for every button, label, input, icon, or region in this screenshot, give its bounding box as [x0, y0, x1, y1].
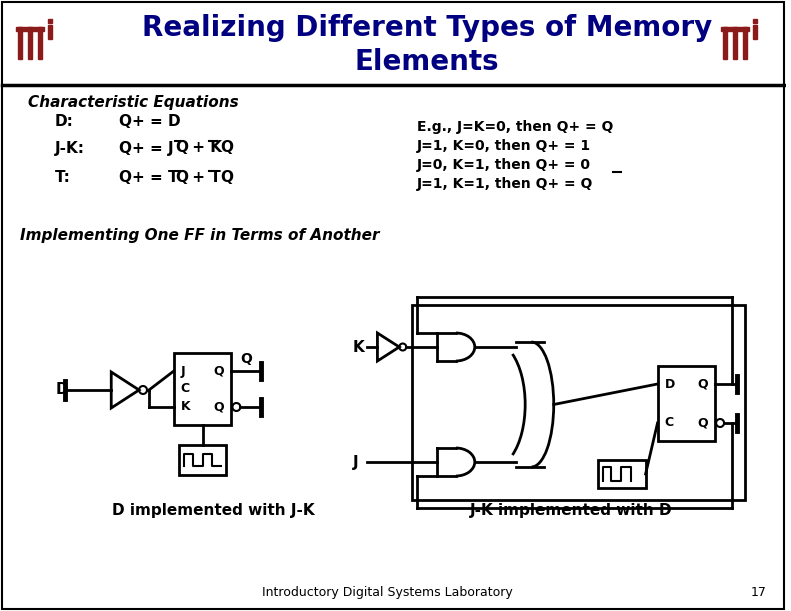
Text: T:: T:: [55, 170, 70, 186]
Text: Q: Q: [175, 141, 187, 156]
Bar: [47, 19, 51, 23]
Bar: [412, 305, 745, 500]
Text: Realizing Different Types of Memory: Realizing Different Types of Memory: [142, 14, 712, 42]
Bar: [733, 27, 737, 59]
Text: Q: Q: [175, 170, 187, 186]
Text: J-K implemented with D: J-K implemented with D: [470, 502, 672, 518]
Text: + K: + K: [187, 141, 221, 156]
Text: K: K: [181, 400, 191, 414]
Bar: [723, 27, 727, 59]
Text: Q+ = J: Q+ = J: [119, 141, 174, 156]
Text: Q: Q: [698, 417, 708, 430]
Text: C: C: [664, 417, 674, 430]
Text: Q+ = T: Q+ = T: [119, 170, 179, 186]
Bar: [753, 25, 757, 39]
Bar: [18, 27, 22, 59]
Text: Q: Q: [221, 170, 233, 186]
Text: J-K:: J-K:: [55, 141, 85, 156]
Text: C: C: [181, 382, 190, 395]
Bar: [743, 27, 747, 59]
Text: D: D: [55, 382, 68, 398]
Text: J: J: [353, 455, 358, 469]
Text: Elements: Elements: [355, 48, 499, 76]
Text: E.g., J=K=0, then Q+ = Q: E.g., J=K=0, then Q+ = Q: [417, 120, 614, 134]
Bar: [179, 445, 226, 475]
Text: J=1, K=1, then Q+ = Q: J=1, K=1, then Q+ = Q: [417, 177, 593, 191]
Text: K: K: [353, 340, 365, 354]
Bar: [16, 27, 44, 31]
Text: Q: Q: [214, 400, 225, 414]
Text: Q: Q: [214, 365, 225, 378]
Text: 17: 17: [751, 586, 766, 599]
Text: Q: Q: [240, 352, 252, 366]
Bar: [721, 27, 749, 31]
Text: + T: + T: [187, 170, 221, 186]
Bar: [28, 27, 32, 59]
Text: D implemented with J-K: D implemented with J-K: [112, 502, 315, 518]
Text: Q+ = D: Q+ = D: [119, 114, 181, 130]
Text: D: D: [664, 378, 675, 390]
Bar: [657, 366, 715, 441]
Text: Q: Q: [221, 141, 233, 156]
Bar: [47, 25, 51, 39]
Bar: [753, 19, 757, 23]
Bar: [598, 460, 645, 488]
Text: Characteristic Equations: Characteristic Equations: [28, 95, 239, 110]
Bar: [174, 353, 232, 425]
Text: J=0, K=1, then Q+ = 0: J=0, K=1, then Q+ = 0: [417, 158, 591, 172]
Text: Introductory Digital Systems Laboratory: Introductory Digital Systems Laboratory: [262, 586, 513, 599]
Text: Q: Q: [698, 378, 708, 390]
Text: Implementing One FF in Terms of Another: Implementing One FF in Terms of Another: [20, 228, 380, 243]
Text: J: J: [181, 365, 185, 378]
Text: J=1, K=0, then Q+ = 1: J=1, K=0, then Q+ = 1: [417, 139, 592, 153]
Text: D:: D:: [55, 114, 74, 130]
Bar: [38, 27, 42, 59]
